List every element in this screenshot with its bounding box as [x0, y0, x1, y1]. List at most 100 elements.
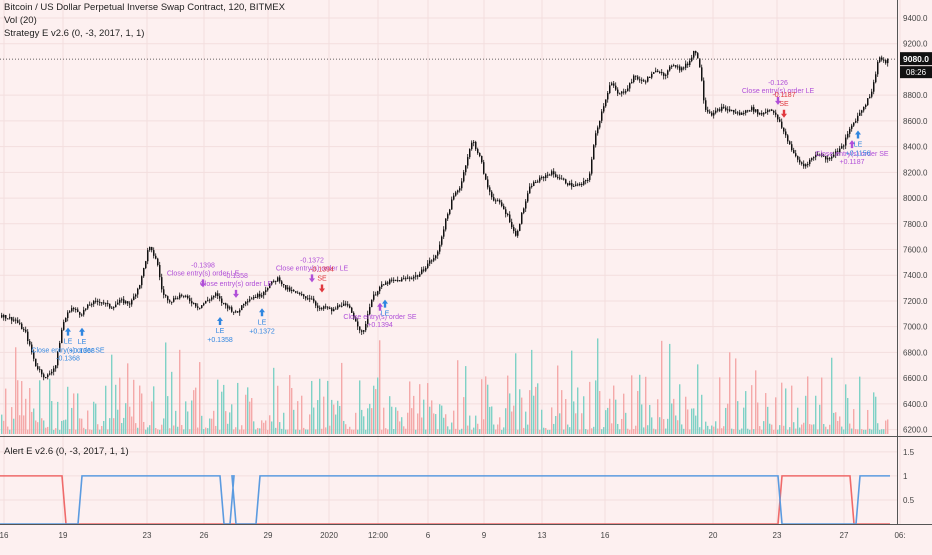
volume-legend[interactable]: Vol (20): [4, 15, 37, 26]
candle-body: [641, 79, 643, 81]
volume-bar: [701, 394, 703, 434]
candle-body: [473, 141, 475, 143]
volume-bar: [169, 428, 171, 434]
candle-body: [483, 162, 485, 174]
candle-body: [425, 267, 427, 271]
volume-bar: [789, 427, 791, 434]
signal-arrow-up: [382, 299, 388, 308]
candle-body: [485, 173, 487, 180]
y-tick-label: 8400.0: [903, 143, 928, 152]
volume-bar: [451, 422, 453, 434]
x-tick-label: 2020: [320, 531, 338, 540]
volume-bar: [765, 393, 767, 434]
candle-body: [693, 51, 695, 58]
volume-bar: [359, 380, 361, 434]
candle-body: [375, 294, 377, 296]
alert-y-tick-label: 1.5: [903, 448, 915, 457]
volume-bar: [423, 399, 425, 434]
volume-bar: [561, 390, 563, 434]
candle-body: [509, 214, 511, 223]
volume-bar: [649, 404, 651, 434]
volume-bar: [227, 423, 229, 434]
candle-body: [453, 195, 455, 200]
candle-body: [307, 298, 309, 300]
candle-body: [169, 300, 171, 302]
y-tick-label: 6600.0: [903, 374, 928, 383]
volume-bar: [345, 424, 347, 434]
candle-body: [665, 74, 667, 76]
alert-legend[interactable]: Alert E v2.6 (0, -3, 2017, 1, 1): [4, 446, 129, 457]
x-tick-label: 12:00: [368, 531, 389, 540]
volume-bar: [377, 377, 379, 434]
candle-body: [631, 81, 633, 84]
volume-bar: [189, 429, 191, 434]
volume-bar: [715, 421, 717, 434]
candle-body: [173, 298, 175, 302]
candle-body: [809, 159, 811, 165]
volume-bar: [183, 429, 185, 434]
strategy-legend[interactable]: Strategy E v2.6 (0, -3, 2017, 1, 1): [4, 28, 145, 39]
volume-bar: [643, 427, 645, 434]
volume-bar: [503, 427, 505, 434]
candle-body: [577, 184, 579, 186]
candle-body: [501, 202, 503, 206]
volume-bar: [807, 376, 809, 434]
candle-body: [481, 156, 483, 163]
volume-bar: [821, 377, 823, 434]
candle-body: [579, 183, 581, 185]
candle-body: [333, 309, 335, 312]
volume-bar: [23, 415, 25, 434]
candle-body: [89, 304, 91, 306]
candle-body: [555, 174, 557, 177]
volume-bar: [351, 429, 353, 434]
volume-bar: [87, 410, 89, 434]
volume-bar: [301, 395, 303, 434]
signal-arrow-up: [217, 316, 223, 325]
candle-body: [587, 179, 589, 181]
volume-bar: [471, 429, 473, 434]
candle-body: [77, 309, 79, 312]
candle-body: [281, 281, 283, 285]
volume-bar: [475, 415, 477, 434]
candle-body: [833, 154, 835, 157]
candle-body: [157, 258, 159, 265]
candle-body: [51, 371, 53, 374]
candle-body: [829, 158, 831, 160]
candle-body: [735, 112, 737, 114]
candle-body: [175, 298, 177, 300]
volume-bar: [389, 396, 391, 434]
candle-body: [397, 280, 399, 282]
volume-bar: [339, 405, 341, 434]
volume-bar: [175, 410, 177, 434]
volume-bar: [119, 377, 121, 434]
candle-body: [581, 183, 583, 185]
volume-bar: [679, 384, 681, 434]
candle-body: [537, 181, 539, 183]
chart-title[interactable]: Bitcoin / US Dollar Perpetual Inverse Sw…: [4, 2, 285, 13]
volume-bar: [469, 415, 471, 434]
candle-body: [633, 75, 635, 82]
signal-label: LE: [64, 339, 73, 346]
candle-body: [551, 171, 553, 175]
volume-bar: [515, 353, 517, 434]
candle-body: [199, 307, 201, 309]
volume-bar: [501, 429, 503, 434]
candle-body: [777, 114, 779, 120]
signal-label: +0.1394: [367, 322, 393, 329]
volume-bar: [605, 410, 607, 434]
signal-label: Close entry(s) order SE: [343, 314, 416, 321]
volume-bar: [149, 425, 151, 434]
candle-body: [271, 281, 273, 285]
signal-label: Close entry(s) order SE: [815, 151, 888, 158]
volume-bar: [361, 409, 363, 434]
candle-body: [345, 303, 347, 305]
volume-bar: [745, 391, 747, 434]
candle-body: [413, 276, 415, 279]
candle-body: [759, 113, 761, 115]
volume-bar: [63, 420, 65, 434]
volume-bar: [843, 429, 845, 434]
candle-body: [33, 352, 35, 359]
volume-bar: [3, 420, 5, 434]
